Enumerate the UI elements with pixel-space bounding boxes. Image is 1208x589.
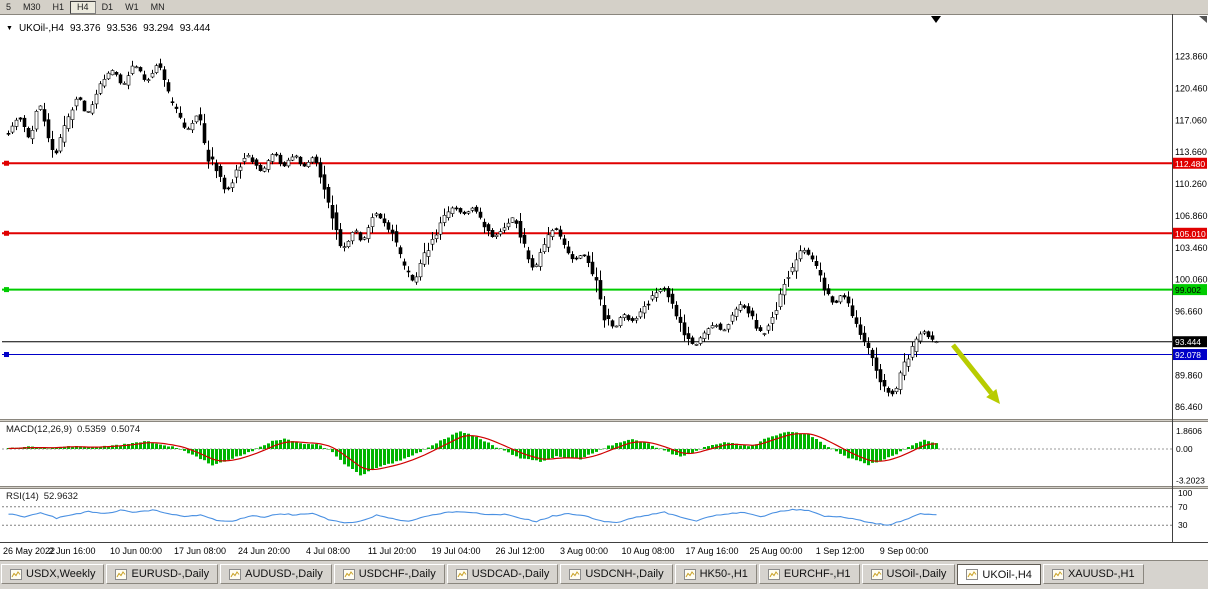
chart-icon — [569, 568, 582, 580]
tab-audusd-daily[interactable]: AUDUSD-,Daily — [220, 564, 332, 584]
tab-label: USDCNH-,Daily — [585, 568, 664, 580]
svg-text:100.060: 100.060 — [1175, 275, 1208, 285]
chart-icon — [115, 568, 128, 580]
timeframe-button-m30[interactable]: M30 — [23, 2, 41, 12]
time-axis-label: 24 Jun 20:00 — [237, 546, 291, 556]
chart-area[interactable]: 123.860 120.460 117.060 113.660 110.260 106.8… — [0, 14, 1208, 543]
tab-usoil-daily[interactable]: USOil-,Daily — [861, 564, 956, 584]
timeframes-toolbar: 5 M30 H1 H4 D1 W1 MN — [0, 0, 1208, 15]
time-axis-label: 10 Aug 08:00 — [621, 546, 675, 556]
tab-eurchf-h1[interactable]: EURCHF-,H1 — [758, 564, 860, 584]
time-axis[interactable]: 26 May 2022 2 Jun 16:00 10 Jun 00:00 17 Jun… — [0, 543, 1208, 561]
time-axis-label: 2 Jun 16:00 — [48, 546, 96, 556]
chart-icon — [342, 568, 355, 580]
svg-text:117.060: 117.060 — [1175, 115, 1207, 125]
time-axis-label: 3 Aug 00:00 — [559, 546, 609, 556]
tab-label: XAUUSD-,H1 — [1067, 568, 1135, 580]
time-axis-label: 1 Sep 12:00 — [815, 546, 865, 556]
svg-text:120.460: 120.460 — [1175, 83, 1208, 93]
chart-tabs-bar: USDX,Weekly EURUSD-,Daily AUDUSD-,Daily USD… — [0, 561, 1208, 589]
timeframe-button-h1[interactable]: H1 — [52, 2, 65, 12]
timeframe-button-mn[interactable]: MN — [150, 2, 165, 12]
tab-label: USDX,Weekly — [26, 568, 96, 580]
price-axis[interactable] — [1172, 14, 1208, 543]
svg-text:89.860: 89.860 — [1175, 370, 1203, 380]
tab-ukoil-h4[interactable]: UKOil-,H4 — [957, 564, 1041, 585]
tab-label: UKOil-,H4 — [982, 568, 1032, 581]
time-axis-label: 10 Jun 00:00 — [109, 546, 163, 556]
tab-label: AUDUSD-,Daily — [245, 568, 323, 580]
tab-label: USDCHF-,Daily — [358, 568, 436, 580]
tab-usdcad-daily[interactable]: USDCAD-,Daily — [446, 564, 559, 584]
time-axis-label: 25 Aug 00:00 — [749, 546, 803, 556]
tab-usdcnh-daily[interactable]: USDCNH-,Daily — [560, 564, 673, 584]
chart-icon — [229, 568, 242, 580]
svg-text:30: 30 — [1178, 520, 1188, 530]
svg-text:123.860: 123.860 — [1175, 52, 1208, 62]
svg-text:93.444: 93.444 — [1175, 337, 1201, 347]
svg-text:103.460: 103.460 — [1175, 243, 1208, 253]
tab-eurusd-daily[interactable]: EURUSD-,Daily — [106, 564, 219, 584]
timeframe-button-h4[interactable]: H4 — [70, 0, 96, 14]
time-axis-label: 11 Jul 20:00 — [367, 546, 417, 556]
chart-icon — [767, 568, 780, 580]
svg-text:110.260: 110.260 — [1175, 179, 1207, 189]
tab-label: EURUSD-,Daily — [131, 568, 210, 580]
svg-text:99.002: 99.002 — [1175, 285, 1201, 295]
chart-icon — [966, 569, 979, 580]
svg-text:105.010: 105.010 — [1175, 229, 1206, 239]
svg-text:1.8606: 1.8606 — [1176, 426, 1202, 436]
svg-text:0.00: 0.00 — [1176, 444, 1193, 454]
tab-usdx-weekly[interactable]: USDX,Weekly — [1, 564, 105, 584]
candlestick-chart-canvas[interactable]: 123.860 120.460 117.060 113.660 110.260 106.8… — [0, 14, 1208, 543]
time-axis-label: 17 Aug 16:00 — [685, 546, 739, 556]
timeframe-button-5[interactable]: 5 — [6, 2, 12, 12]
chart-icon — [455, 568, 468, 580]
svg-text:70: 70 — [1178, 502, 1188, 512]
chart-icon — [1051, 568, 1064, 580]
chart-icon — [870, 568, 883, 580]
tab-hk50-h1[interactable]: HK50-,H1 — [674, 564, 757, 584]
tab-label: HK50-,H1 — [699, 568, 748, 580]
svg-text:86.460: 86.460 — [1175, 402, 1203, 412]
time-axis-label: 26 May 2022 — [3, 546, 56, 556]
time-axis-label: 4 Jul 08:00 — [305, 546, 351, 556]
svg-text:113.660: 113.660 — [1175, 147, 1207, 157]
timeframe-button-d1[interactable]: D1 — [101, 2, 114, 12]
tab-label: EURCHF-,H1 — [783, 568, 851, 580]
svg-text:92.078: 92.078 — [1175, 350, 1201, 360]
svg-text:96.660: 96.660 — [1175, 307, 1203, 317]
chart-icon — [10, 568, 22, 580]
timeframe-button-w1[interactable]: W1 — [125, 2, 139, 12]
time-axis-label: 19 Jul 04:00 — [431, 546, 481, 556]
chart-icon — [683, 568, 696, 580]
time-axis-label: 9 Sep 00:00 — [879, 546, 929, 556]
tab-label: USDCAD-,Daily — [471, 568, 550, 580]
svg-text:100: 100 — [1178, 488, 1192, 498]
svg-text:106.860: 106.860 — [1175, 211, 1208, 221]
tab-label: USOil-,Daily — [886, 568, 947, 580]
svg-text:-3.2023: -3.2023 — [1176, 475, 1205, 485]
time-axis-label: 17 Jun 08:00 — [173, 546, 227, 556]
svg-text:112.480: 112.480 — [1175, 159, 1205, 169]
tab-xauusd-h1[interactable]: XAUUSD-,H1 — [1042, 564, 1144, 584]
time-axis-label: 26 Jul 12:00 — [495, 546, 545, 556]
tab-usdchf-daily[interactable]: USDCHF-,Daily — [333, 564, 445, 584]
